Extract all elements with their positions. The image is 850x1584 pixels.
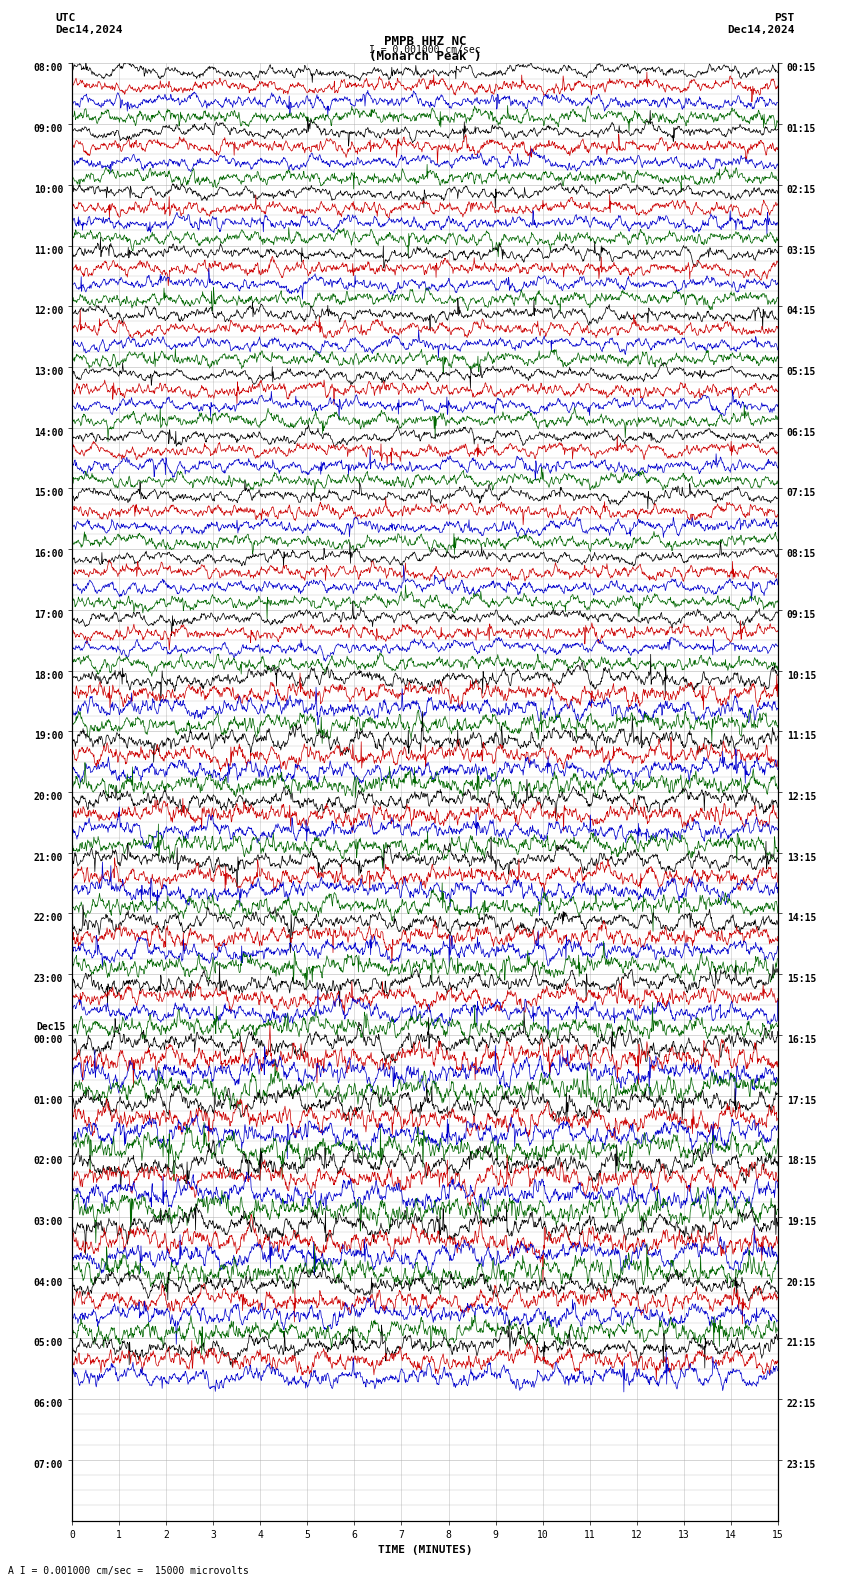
X-axis label: TIME (MINUTES): TIME (MINUTES) (377, 1546, 473, 1555)
Text: PST
Dec14,2024: PST Dec14,2024 (728, 13, 795, 35)
Text: Dec15: Dec15 (36, 1022, 65, 1033)
Text: UTC
Dec14,2024: UTC Dec14,2024 (55, 13, 122, 35)
Title: PMPB HHZ NC
(Monarch Peak ): PMPB HHZ NC (Monarch Peak ) (369, 35, 481, 63)
Text: A I = 0.001000 cm/sec =  15000 microvolts: A I = 0.001000 cm/sec = 15000 microvolts (8, 1567, 249, 1576)
Text: I = 0.001000 cm/sec: I = 0.001000 cm/sec (369, 46, 481, 55)
